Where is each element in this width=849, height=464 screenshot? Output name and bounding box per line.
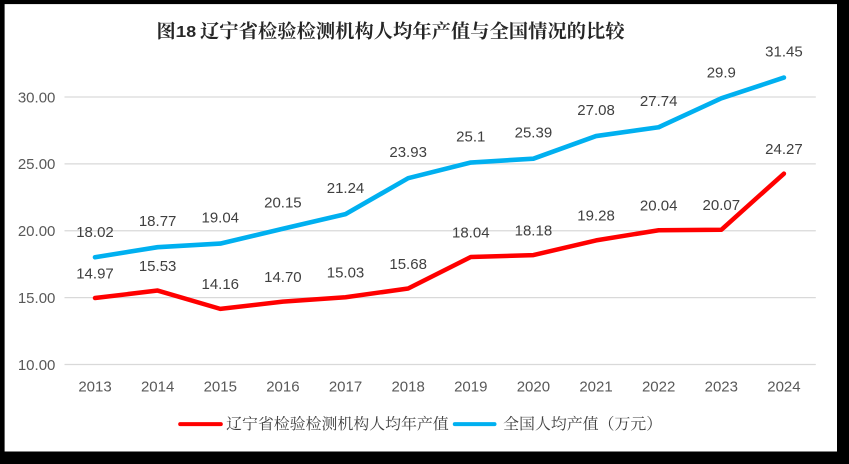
svg-text:14.97: 14.97: [76, 265, 114, 282]
svg-text:14.70: 14.70: [264, 269, 302, 286]
svg-text:2019: 2019: [454, 378, 487, 395]
svg-text:25.39: 25.39: [515, 125, 553, 142]
svg-text:15.03: 15.03: [327, 265, 365, 282]
svg-text:18.77: 18.77: [139, 213, 177, 230]
svg-text:2013: 2013: [78, 378, 111, 395]
svg-text:2020: 2020: [517, 378, 550, 395]
svg-text:20.07: 20.07: [703, 197, 741, 214]
svg-text:27.08: 27.08: [577, 102, 615, 119]
svg-text:27.74: 27.74: [640, 93, 678, 110]
svg-text:25.1: 25.1: [456, 129, 485, 146]
svg-text:20.15: 20.15: [264, 195, 302, 212]
svg-text:18.04: 18.04: [452, 224, 490, 241]
svg-text:18.18: 18.18: [515, 222, 553, 239]
svg-text:2015: 2015: [204, 378, 237, 395]
svg-text:2016: 2016: [266, 378, 299, 395]
svg-text:2018: 2018: [391, 378, 424, 395]
svg-text:18.02: 18.02: [76, 224, 114, 241]
svg-text:30.00: 30.00: [18, 89, 56, 106]
svg-text:18: 18: [176, 24, 196, 41]
svg-text:15.53: 15.53: [139, 258, 177, 275]
svg-text:20.00: 20.00: [18, 223, 56, 240]
svg-text:23.93: 23.93: [389, 144, 427, 161]
svg-text:21.24: 21.24: [327, 180, 365, 197]
svg-text:2024: 2024: [767, 378, 800, 395]
svg-text:15.00: 15.00: [18, 290, 56, 307]
svg-text:2017: 2017: [329, 378, 362, 395]
svg-text:24.27: 24.27: [765, 141, 803, 158]
svg-text:2022: 2022: [642, 378, 675, 395]
svg-text:31.45: 31.45: [765, 44, 803, 61]
svg-text:2023: 2023: [705, 378, 738, 395]
svg-text:19.04: 19.04: [201, 210, 239, 227]
svg-text:15.68: 15.68: [389, 256, 427, 273]
svg-text:19.28: 19.28: [577, 208, 615, 225]
svg-text:2014: 2014: [141, 378, 174, 395]
svg-text:25.00: 25.00: [18, 156, 56, 173]
svg-text:14.16: 14.16: [201, 276, 239, 293]
svg-text:10.00: 10.00: [18, 357, 56, 374]
svg-text:29.9: 29.9: [707, 64, 736, 81]
svg-text:20.04: 20.04: [640, 198, 678, 215]
svg-text:2021: 2021: [579, 378, 612, 395]
